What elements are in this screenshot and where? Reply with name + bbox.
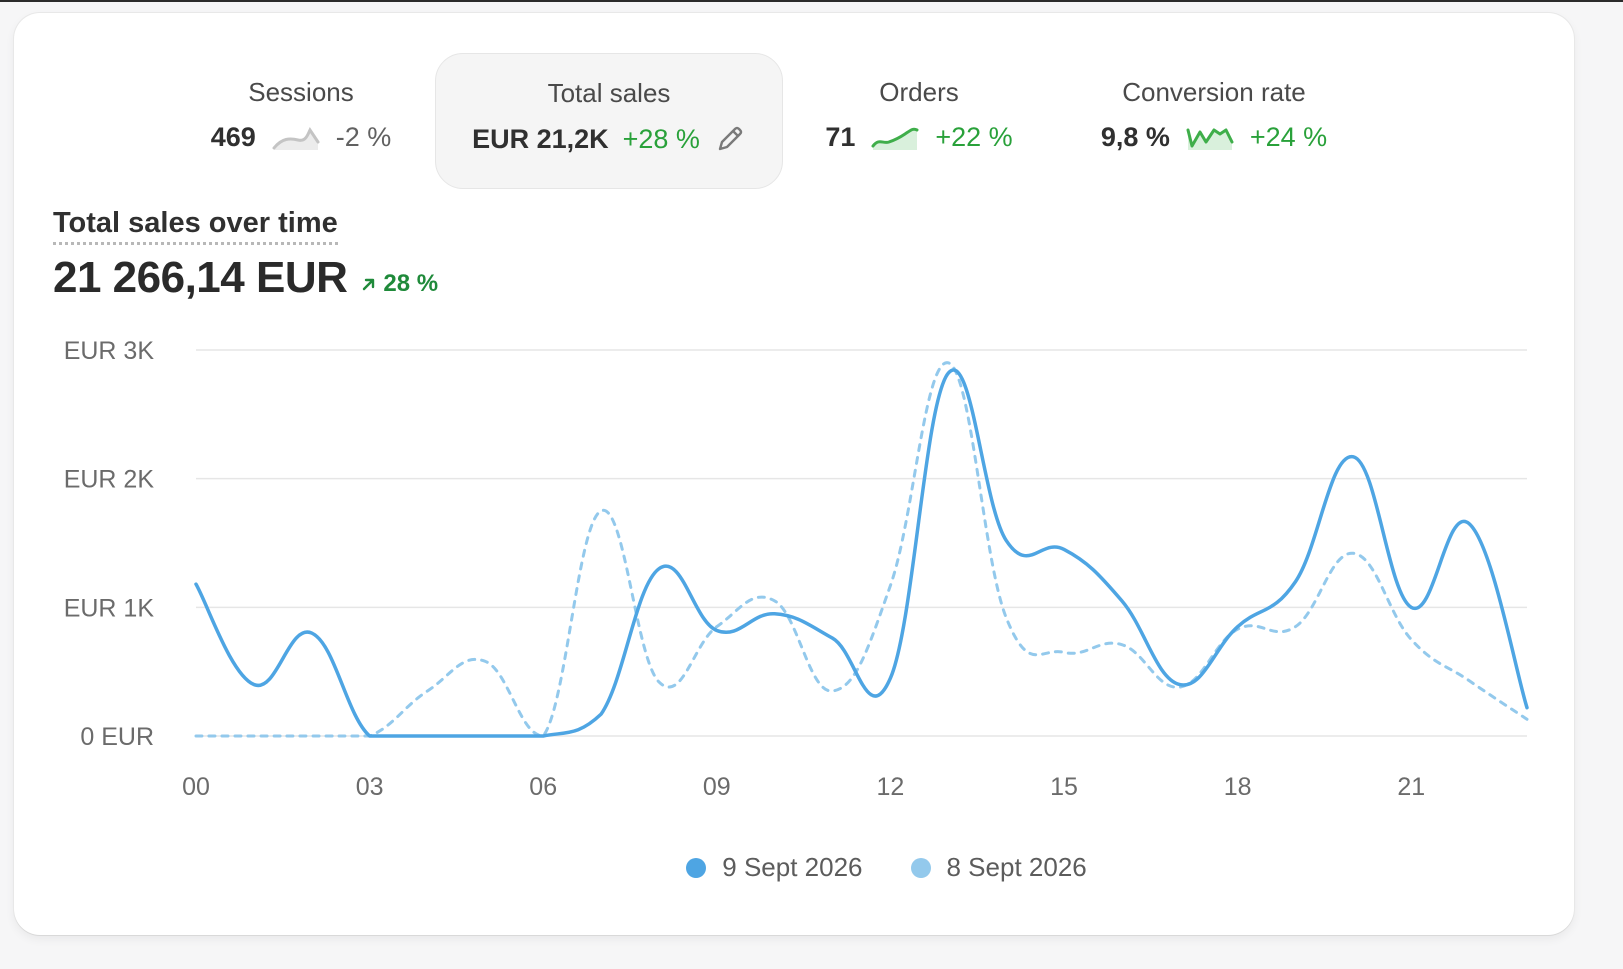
metric-total-sales[interactable]: Total sales EUR 21,2K +28 %	[435, 53, 783, 189]
sales-card: Sessions 469 -2 % Total sales EUR 21,2K …	[14, 13, 1574, 935]
metric-value: 469	[210, 122, 256, 152]
chart-legend: 9 Sept 2026 8 Sept 2026	[0, 852, 1623, 883]
x-tick-label: 21	[1397, 773, 1425, 801]
x-tick-label: 09	[703, 773, 731, 801]
sparkline-icon	[1186, 128, 1234, 150]
series-line-current	[194, 368, 1529, 738]
legend-swatch-previous	[910, 857, 931, 878]
metric-label: Total sales	[547, 78, 671, 108]
metric-sessions[interactable]: Sessions 469 -2 %	[206, 53, 396, 189]
metric-value: EUR 21,2K	[472, 123, 609, 154]
x-tick-label: 12	[877, 773, 905, 801]
metric-value: 9,8 %	[1100, 122, 1170, 152]
top-rule	[0, 0, 1623, 2]
metric-orders[interactable]: Orders 71 +22 %	[814, 53, 1024, 189]
metric-value: 71	[825, 122, 856, 152]
x-tick-label: 03	[356, 773, 384, 801]
sparkline-icon	[871, 127, 919, 150]
legend-swatch-current	[686, 857, 707, 878]
total-value: 21 266,14 EUR	[53, 253, 348, 302]
pencil-icon[interactable]	[714, 123, 746, 155]
legend-label: 9 Sept 2026	[722, 852, 863, 882]
legend-item-previous[interactable]: 8 Sept 2026	[910, 852, 1087, 883]
metric-label: Orders	[879, 77, 959, 107]
x-tick-label: 06	[529, 773, 557, 801]
total-row: 21 266,14 EUR 28 %	[53, 253, 438, 303]
metric-change: +22 %	[935, 122, 1013, 152]
section-title[interactable]: Total sales over time	[53, 207, 338, 245]
legend-item-current[interactable]: 9 Sept 2026	[686, 852, 863, 883]
arrow-up-right-icon	[363, 278, 375, 291]
y-tick-label: EUR 1K	[64, 594, 155, 622]
metric-change: +28 %	[622, 123, 700, 154]
metric-label: Conversion rate	[1122, 77, 1306, 107]
x-tick-label: 18	[1224, 773, 1252, 801]
metric-label: Sessions	[248, 77, 354, 107]
metric-conversion-rate[interactable]: Conversion rate 9,8 % +24 %	[1084, 53, 1344, 189]
y-tick-label: 0 EUR	[80, 723, 154, 751]
total-change: 28 %	[361, 270, 438, 298]
sparkline-icon	[272, 126, 320, 150]
series-line-previous	[194, 361, 1529, 738]
total-change-value: 28 %	[383, 270, 439, 297]
y-tick-label: EUR 2K	[64, 466, 155, 494]
x-tick-label: 00	[182, 773, 210, 801]
y-tick-label: EUR 3K	[64, 337, 155, 365]
legend-label: 8 Sept 2026	[946, 852, 1087, 882]
x-tick-label: 15	[1050, 773, 1078, 801]
metric-change: -2 %	[335, 122, 392, 152]
metric-change: +24 %	[1249, 122, 1328, 152]
